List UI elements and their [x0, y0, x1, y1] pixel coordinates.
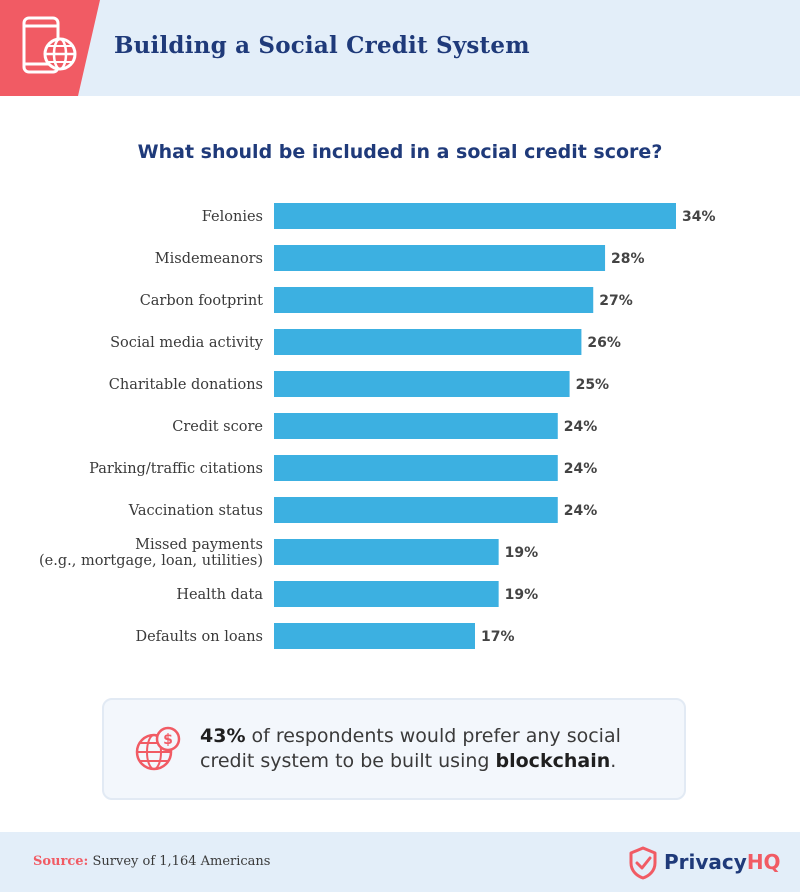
- callout-highlight: blockchain: [495, 750, 611, 772]
- callout-box: $ 43% of respondents would prefer any so…: [102, 698, 686, 800]
- globe-dollar-icon: $: [135, 726, 181, 771]
- brand-name: PrivacyHQ: [664, 850, 781, 874]
- bar-value-label: 19%: [505, 545, 539, 561]
- bar: [274, 455, 558, 481]
- bar: [274, 539, 499, 565]
- svg-text:$: $: [163, 732, 173, 748]
- category-label: Missed payments: [135, 537, 263, 553]
- bar: [274, 371, 570, 397]
- bar: [274, 287, 594, 313]
- bar-chart: 34% Felonies 28% Misdemeanors 27% Carbon foot…: [39, 203, 716, 649]
- source-text: Survey of 1,164 Americans: [88, 854, 271, 869]
- callout-text: 43% of respondents would prefer any soci…: [200, 724, 670, 774]
- bar: [274, 329, 582, 355]
- page-title: Building a Social Credit System: [114, 32, 530, 59]
- header-band: Building a Social Credit System: [0, 0, 800, 96]
- category-label: Carbon footprint: [140, 293, 263, 309]
- category-label: Misdemeanors: [155, 251, 263, 267]
- bar-value-label: 28%: [611, 251, 645, 267]
- bar-value-label: 24%: [564, 503, 598, 519]
- bar: [274, 413, 558, 439]
- bar-value-label: 25%: [576, 377, 610, 393]
- category-label: Parking/traffic citations: [89, 461, 263, 477]
- source-note: Source: Survey of 1,164 Americans: [33, 854, 270, 869]
- bar-value-label: 24%: [564, 419, 598, 435]
- callout-body: of respondents would prefer any social c…: [200, 725, 621, 772]
- brand-name-part1: Privacy: [664, 850, 747, 874]
- chart-title: What should be included in a social cred…: [137, 141, 663, 163]
- bar: [274, 497, 558, 523]
- mobile-globe-icon: [22, 16, 77, 74]
- header-badge: [0, 0, 100, 96]
- bar: [274, 203, 676, 229]
- bar: [274, 623, 475, 649]
- category-label: Credit score: [172, 419, 263, 435]
- category-label: Health data: [176, 587, 263, 603]
- source-label: Source:: [33, 854, 89, 869]
- bar-value-label: 27%: [599, 293, 633, 309]
- bar-value-label: 26%: [587, 335, 621, 351]
- callout-stat: 43%: [200, 725, 246, 747]
- bar-value-label: 34%: [682, 209, 716, 225]
- category-label: Social media activity: [110, 335, 264, 351]
- category-label: Vaccination status: [128, 503, 263, 519]
- category-label: Felonies: [202, 209, 263, 225]
- category-label: Charitable donations: [109, 377, 263, 393]
- callout-end: .: [610, 750, 617, 772]
- category-label: (e.g., mortgage, loan, utilities): [39, 553, 263, 569]
- shield-check-icon: [629, 846, 657, 880]
- bar-value-label: 19%: [505, 587, 539, 603]
- category-label: Defaults on loans: [135, 629, 263, 645]
- footer-band: Source: Survey of 1,164 Americans Privac…: [0, 832, 800, 892]
- bar: [274, 245, 606, 271]
- bar-value-label: 24%: [564, 461, 598, 477]
- brand-name-part2: HQ: [746, 850, 781, 874]
- bar: [274, 581, 499, 607]
- bar-value-label: 17%: [481, 629, 515, 645]
